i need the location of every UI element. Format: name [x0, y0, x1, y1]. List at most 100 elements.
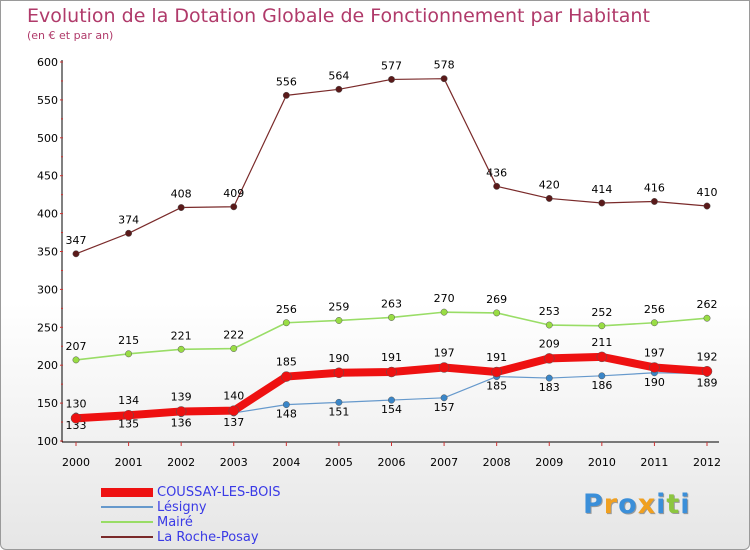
data-point [493, 182, 501, 190]
data-point [281, 371, 292, 382]
legend-swatch-coussay [101, 488, 153, 497]
x-tick-label: 2007 [430, 456, 458, 469]
x-tick-label: 2010 [588, 456, 616, 469]
data-point [72, 250, 80, 258]
chart-title: Evolution de la Dotation Globale de Fonc… [27, 5, 650, 27]
x-tick-label: 2004 [272, 456, 300, 469]
data-label: 420 [539, 178, 560, 191]
data-label: 211 [591, 336, 612, 349]
data-point [440, 75, 448, 83]
data-label: 209 [539, 337, 560, 350]
x-tick-label: 2005 [325, 456, 353, 469]
y-tick-label: 350 [37, 246, 58, 259]
data-label: 263 [381, 297, 402, 310]
legend-item-maire: Mairé [101, 515, 361, 530]
data-point [335, 398, 343, 406]
data-point [230, 203, 238, 211]
proxiti-logo: Proxiti [583, 489, 691, 520]
data-point [703, 314, 711, 322]
data-point [545, 374, 553, 382]
x-tick-label: 2009 [535, 456, 563, 469]
data-label: 190 [328, 352, 349, 365]
data-label: 192 [697, 350, 718, 363]
data-point [282, 401, 290, 409]
data-point [703, 202, 711, 210]
x-tick-label: 2011 [640, 456, 668, 469]
y-tick-label: 600 [37, 56, 58, 69]
data-label: 137 [223, 416, 244, 429]
data-label: 197 [434, 346, 455, 359]
data-label: 408 [171, 188, 192, 201]
chart-subtitle: (en € et par an) [27, 29, 114, 42]
data-point [649, 362, 660, 373]
data-label: 222 [223, 329, 244, 342]
y-tick-label: 400 [37, 208, 58, 221]
data-point [493, 309, 501, 317]
data-point [596, 351, 608, 363]
data-label: 556 [276, 75, 297, 88]
series-l-signy: 133 135 136 137 148 151 154 157 185 183 186 190 189 [66, 369, 718, 432]
data-label: 256 [276, 303, 297, 316]
data-label: 252 [591, 306, 612, 319]
y-tick-label: 100 [37, 435, 58, 448]
data-label: 347 [66, 234, 87, 247]
data-label: 189 [697, 377, 718, 390]
data-label: 157 [434, 401, 455, 414]
data-point [335, 85, 343, 93]
y-tick-label: 150 [37, 397, 58, 410]
legend-item-coussay: COUSSAY-LES-BOIS [101, 485, 361, 500]
data-point [491, 366, 502, 378]
data-point [70, 413, 82, 424]
data-point [650, 198, 658, 205]
x-tick-label: 2000 [62, 456, 90, 469]
y-tick-label: 450 [37, 170, 58, 183]
data-point [333, 367, 345, 379]
data-point [598, 199, 606, 207]
series-mair-: 207 215 221 222 256 259 263 270 269 253 252 256 262 [66, 292, 718, 364]
data-label: 270 [434, 292, 455, 305]
x-tick-label: 2006 [378, 456, 406, 469]
data-label: 564 [328, 69, 349, 82]
y-tick-label: 250 [37, 321, 58, 334]
legend-label-la-roche-posay: La Roche-Posay [157, 530, 259, 545]
data-point [650, 319, 658, 327]
data-point [388, 313, 395, 321]
data-label: 183 [539, 381, 560, 394]
data-point [282, 91, 290, 99]
data-point [125, 350, 133, 358]
data-label: 410 [697, 186, 718, 199]
line-chart: 100 150 200 250 300 350 400 450 500 550 600 2000 200… [37, 56, 721, 469]
series-line [75, 78, 708, 255]
legend-label-coussay: COUSSAY-LES-BOIS [157, 485, 281, 500]
data-label: 133 [66, 419, 87, 432]
data-label: 134 [118, 394, 139, 407]
data-label: 140 [223, 390, 244, 403]
data-label: 190 [644, 376, 665, 389]
data-point [440, 394, 448, 402]
x-tick-label: 2008 [483, 456, 511, 469]
data-point [388, 396, 395, 404]
legend: COUSSAY-LES-BOIS Lésigny Mairé La Roche-… [101, 485, 361, 545]
x-tick-label: 2001 [115, 456, 143, 469]
data-point [598, 372, 606, 380]
legend-swatch-la-roche-posay [101, 536, 153, 538]
data-point [335, 317, 343, 324]
data-point [598, 322, 606, 330]
data-point [175, 406, 187, 417]
y-tick-label: 200 [37, 359, 58, 372]
data-label: 185 [486, 380, 507, 393]
data-label: 136 [171, 417, 192, 430]
data-point [230, 345, 238, 352]
data-label: 414 [591, 183, 612, 196]
legend-label-lesigny: Lésigny [157, 500, 207, 515]
data-label: 578 [434, 59, 455, 72]
data-point [544, 353, 555, 364]
data-point [388, 75, 395, 83]
data-label: 374 [118, 213, 139, 226]
data-point [72, 356, 80, 364]
data-label: 186 [591, 379, 612, 392]
data-label: 191 [486, 351, 507, 364]
data-label: 185 [276, 356, 297, 369]
y-tick-label: 500 [37, 132, 58, 145]
